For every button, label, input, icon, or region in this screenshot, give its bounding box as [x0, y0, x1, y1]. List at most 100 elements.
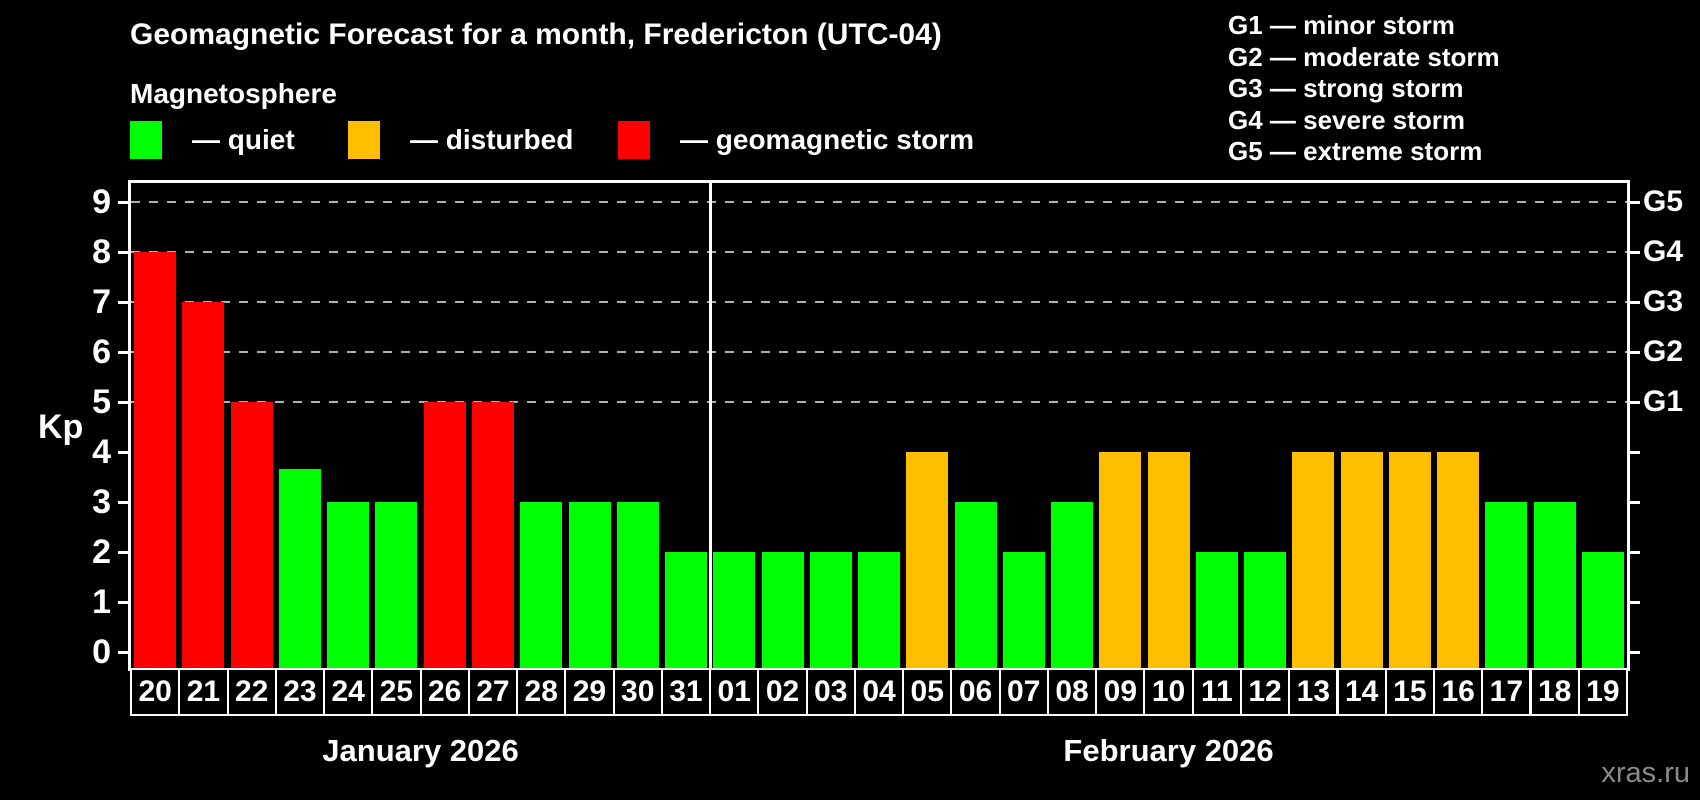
bars-layer	[131, 183, 1627, 668]
y-tick-left-0	[118, 651, 131, 654]
date-cell-03: 03	[805, 668, 856, 716]
kp-bar	[1292, 452, 1335, 668]
y-tick-left-9	[118, 201, 131, 204]
date-cell-09: 09	[1095, 668, 1146, 716]
kp-bar	[858, 552, 900, 668]
date-cell-26: 26	[419, 668, 470, 716]
date-cell-02: 02	[757, 668, 808, 716]
kp-bar	[1147, 452, 1190, 668]
g-scale-label-G4: G4	[1643, 235, 1684, 268]
kp-bar	[1581, 552, 1624, 668]
y-tick-left-3	[118, 501, 131, 504]
y-tick-right-6	[1627, 351, 1640, 354]
page-title: Geomagnetic Forecast for a month, Freder…	[130, 18, 942, 51]
g4-scale-line: G4 — severe storm	[1228, 104, 1466, 135]
gridline-kp-7	[131, 301, 1627, 303]
kp-bar	[1051, 502, 1093, 668]
legend-item-disturbed: — disturbed	[348, 120, 573, 160]
y-tick-right-5	[1627, 401, 1640, 404]
y-tick-right-4	[1627, 451, 1640, 454]
legend-item-quiet: — quiet	[130, 120, 295, 160]
g5-scale-line: G5 — extreme storm	[1228, 136, 1483, 166]
disturbed-label: — disturbed	[410, 124, 574, 155]
gridlines-layer	[131, 183, 1627, 668]
gridline-kp-5	[131, 401, 1627, 403]
kp-bar	[568, 502, 611, 668]
y-tick-left-6	[118, 351, 131, 354]
y-tick-right-0	[1627, 651, 1640, 654]
date-cell-13: 13	[1288, 668, 1339, 716]
date-cell-23: 23	[274, 668, 326, 716]
g-scale-label-G1: G1	[1643, 385, 1684, 418]
quiet-label: — quiet	[192, 124, 295, 155]
y-tick-left-2	[118, 551, 131, 554]
kp-bar	[230, 402, 273, 668]
kp-bar	[906, 452, 949, 668]
date-cell-18: 18	[1529, 668, 1580, 716]
month-label-0: January 2026	[322, 733, 519, 768]
kp-bar	[809, 552, 852, 668]
kp-bar	[520, 502, 563, 668]
date-cell-29: 29	[564, 668, 615, 716]
gridline-kp-9	[131, 201, 1627, 203]
quiet-swatch	[130, 121, 162, 159]
date-cell-10: 10	[1143, 668, 1194, 716]
y-tick-label-1: 1	[92, 583, 111, 621]
y-tick-left-4	[118, 451, 131, 454]
y-tick-label-2: 2	[92, 533, 111, 571]
date-cell-22: 22	[226, 668, 277, 716]
y-tick-right-3	[1627, 501, 1640, 504]
y-tick-label-4: 4	[92, 433, 111, 471]
kp-bar	[713, 552, 756, 668]
y-tick-label-7: 7	[92, 283, 111, 321]
date-cell-19: 19	[1577, 668, 1628, 716]
kp-bar	[761, 552, 804, 668]
storm-label: — geomagnetic storm	[680, 124, 975, 155]
date-cell-04: 04	[853, 668, 905, 716]
y-tick-left-7	[118, 301, 131, 304]
kp-bar	[278, 468, 321, 668]
g-scale-label-G3: G3	[1643, 285, 1684, 318]
date-cell-21: 21	[178, 668, 229, 716]
kp-bar	[182, 302, 225, 668]
disturbed-swatch	[348, 121, 380, 159]
y-tick-label-9: 9	[92, 183, 111, 221]
month-label-1: February 2026	[1063, 733, 1274, 768]
y-tick-left-1	[118, 601, 131, 604]
date-cell-07: 07	[998, 668, 1049, 716]
y-tick-label-0: 0	[92, 633, 111, 671]
kp-bar	[1388, 452, 1431, 668]
date-cell-14: 14	[1336, 668, 1387, 716]
kp-bar	[1533, 502, 1576, 668]
g3-scale-line: G3 — strong storm	[1228, 73, 1464, 103]
date-cell-28: 28	[516, 668, 567, 716]
y-tick-label-3: 3	[92, 483, 111, 521]
y-tick-label-5: 5	[92, 383, 111, 421]
kp-bar	[1485, 502, 1528, 668]
kp-bar	[134, 252, 177, 668]
date-cell-30: 30	[612, 668, 663, 716]
date-cell-17: 17	[1481, 668, 1532, 716]
y-axis-title: Kp	[38, 408, 84, 446]
kp-bar	[1002, 552, 1045, 668]
y-tick-label-6: 6	[92, 333, 111, 371]
gridline-kp-6	[131, 351, 1627, 353]
date-cell-05: 05	[902, 668, 953, 716]
y-tick-left-5	[118, 401, 131, 404]
date-cell-20: 20	[130, 668, 181, 716]
y-tick-right-9	[1627, 201, 1640, 204]
month-separator	[708, 183, 712, 668]
kp-bar-chart	[128, 180, 1630, 671]
date-cell-06: 06	[950, 668, 1001, 716]
watermark: xras.ru	[1601, 757, 1690, 789]
date-cell-27: 27	[467, 668, 519, 716]
legend-item-storm: — geomagnetic storm	[618, 120, 974, 160]
kp-bar	[1195, 552, 1238, 668]
kp-bar	[375, 502, 418, 668]
kp-bar	[616, 502, 659, 668]
y-tick-label-8: 8	[92, 233, 111, 271]
y-tick-right-1	[1627, 601, 1640, 604]
date-cell-25: 25	[371, 668, 422, 716]
storm-swatch	[618, 121, 650, 159]
